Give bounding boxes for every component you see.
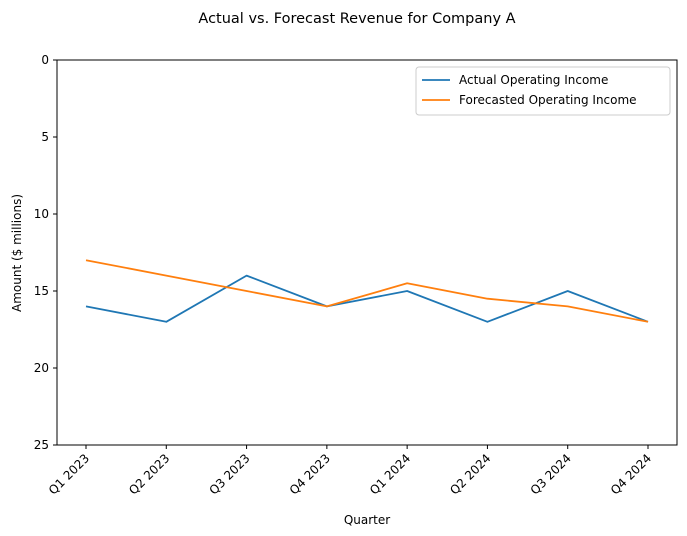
x-tick-label: Q1 2023 [46, 451, 92, 497]
x-tick-label: Q3 2023 [206, 451, 252, 497]
y-axis: 0 5 10 15 20 25 [34, 53, 57, 452]
series-line-forecast [85, 259, 649, 323]
legend-label: Actual Operating Income [459, 73, 608, 87]
x-axis: Q1 2023 Q2 2023 Q3 2023 Q4 2023 Q1 2024 Q2 20… [46, 445, 654, 497]
series-line-actual [85, 274, 649, 323]
y-tick-label: 15 [34, 284, 49, 298]
x-tick-label: Q1 2024 [367, 451, 413, 497]
x-tick-label: Q4 2023 [287, 451, 333, 497]
y-tick-label: 0 [41, 53, 49, 67]
chart-title: Actual vs. Forecast Revenue for Company … [198, 11, 515, 27]
y-axis-title: Amount ($ millions) [10, 194, 24, 312]
series-layer [85, 259, 649, 323]
legend: Actual Operating Income Forecasted Operat… [415, 66, 671, 116]
x-tick-label: Q2 2024 [447, 451, 493, 497]
y-tick-label: 25 [34, 438, 49, 452]
y-tick-label: 5 [41, 130, 49, 144]
y-tick-label: 10 [34, 207, 49, 221]
x-axis-title: Quarter [344, 513, 390, 527]
plot-area [56, 59, 678, 446]
legend-label: Forecasted Operating Income [459, 93, 637, 107]
plot-frame [56, 59, 678, 446]
x-tick-label: Q4 2024 [608, 451, 654, 497]
x-tick-label: Q2 2023 [126, 451, 172, 497]
legend-box [415, 66, 671, 116]
x-tick-label: Q3 2024 [528, 451, 574, 497]
y-tick-label: 20 [34, 361, 49, 375]
